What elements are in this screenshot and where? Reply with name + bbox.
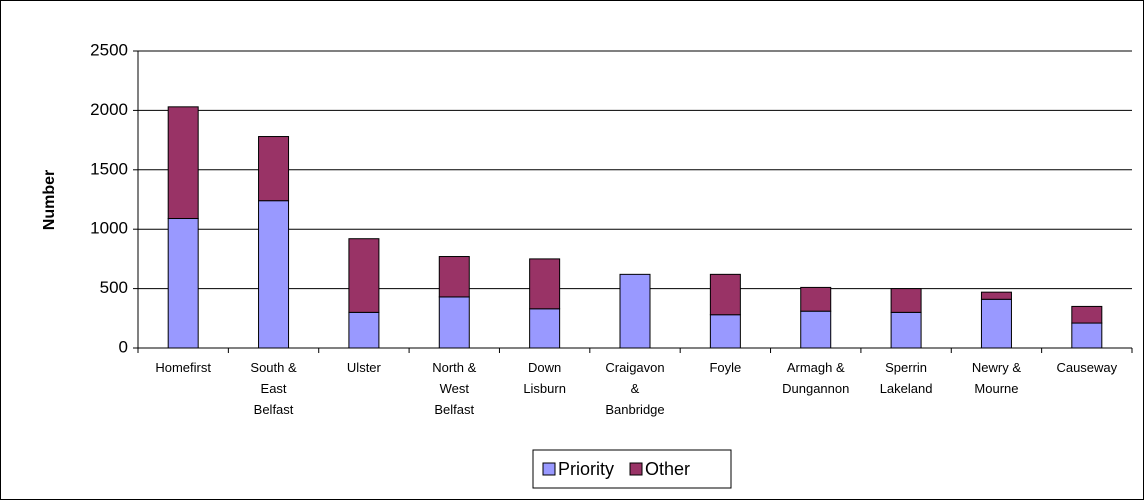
y-tick-label: 1500	[90, 159, 128, 178]
x-tick-label: Armagh & Dungannon	[782, 360, 849, 396]
bar-segment	[709, 314, 741, 349]
bar-segment	[438, 256, 470, 298]
x-tick-label: Sperrin Lakeland	[880, 360, 933, 396]
x-tick-label: Homefirst	[155, 360, 211, 375]
bar-segment	[890, 288, 922, 313]
bar-segment	[348, 238, 380, 313]
x-tick-label: Ulster	[347, 360, 382, 375]
y-axis-label: Number	[41, 170, 58, 230]
bar-segment	[258, 136, 290, 202]
bar-segment	[890, 311, 922, 349]
legend-label: Other	[645, 459, 690, 479]
bar-segment	[167, 218, 199, 349]
y-tick-label: 2000	[90, 100, 128, 119]
y-tick-label: 1000	[90, 219, 128, 238]
bar-segment	[980, 291, 1012, 300]
legend-swatch	[629, 462, 643, 476]
bar-segment	[529, 308, 561, 349]
y-tick-label: 2500	[90, 40, 128, 59]
legend-label: Priority	[558, 459, 614, 479]
x-tick-label: Foyle	[709, 360, 741, 375]
x-tick-label: Craigavon & Banbridge	[605, 360, 664, 417]
bar-segment	[348, 311, 380, 349]
bar-segment	[800, 286, 832, 312]
bar-segment	[709, 273, 741, 316]
bar-segment	[438, 296, 470, 349]
x-tick-label: North & West Belfast	[432, 360, 476, 417]
bar-segment	[1071, 322, 1103, 349]
y-tick-label: 0	[119, 337, 128, 356]
x-tick-label: Causeway	[1056, 360, 1117, 375]
x-tick-label: Newry & Mourne	[972, 360, 1021, 396]
bar-segment	[980, 298, 1012, 349]
bar-segment	[167, 106, 199, 220]
bar-segment	[529, 258, 561, 310]
x-tick-label: Down Lisburn	[523, 360, 566, 396]
legend-swatch	[542, 462, 556, 476]
bar-segment	[1071, 305, 1103, 324]
bar-segment	[258, 200, 290, 349]
bar-segment	[619, 273, 651, 349]
y-tick-label: 500	[100, 278, 128, 297]
bar-segment	[800, 310, 832, 349]
x-tick-label: South & East Belfast	[250, 360, 297, 417]
